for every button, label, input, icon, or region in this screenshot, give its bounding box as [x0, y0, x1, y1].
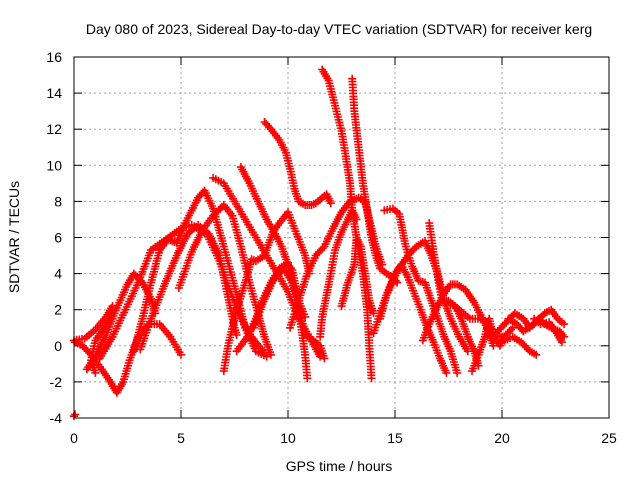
- x-tick-label: 5: [177, 430, 185, 446]
- y-tick-label: 16: [46, 49, 62, 65]
- data-point: [560, 332, 569, 341]
- x-tick-label: 15: [387, 430, 403, 446]
- series-arc-23: [418, 280, 498, 350]
- data-point: [320, 354, 329, 363]
- x-tick-labels: 0 5 10 15 20 25: [70, 430, 617, 446]
- series-arc-6: [136, 220, 241, 354]
- data-point: [326, 199, 335, 208]
- data-point: [560, 320, 569, 329]
- data-point: [71, 410, 80, 419]
- data-point: [369, 309, 378, 318]
- data-points: [70, 65, 569, 421]
- data-point: [532, 350, 541, 359]
- y-tick-label: 14: [46, 85, 62, 101]
- y-tick-label: 0: [54, 338, 62, 354]
- y-tick-label: 10: [46, 157, 62, 173]
- y-tick-label: 2: [54, 302, 62, 318]
- y-tick-label: 6: [54, 230, 62, 246]
- x-axis-label: GPS time / hours: [286, 458, 393, 474]
- y-tick-label: 4: [54, 266, 62, 282]
- series-arc-28: [498, 332, 541, 359]
- x-tick-label: 25: [601, 430, 617, 446]
- grid: [74, 57, 609, 418]
- chart-title: Day 080 of 2023, Sidereal Day-to-day VTE…: [86, 21, 592, 37]
- plot-frame: [73, 56, 610, 419]
- series-arc-18: [337, 233, 378, 318]
- data-point: [453, 368, 462, 377]
- x-tick-label: 20: [494, 430, 510, 446]
- series-arc-16: [318, 65, 376, 383]
- y-tick-label: 12: [46, 121, 62, 137]
- y-tick-labels: -4 -2 0 2 4 6 8 10 12 14 16: [46, 49, 62, 426]
- data-point: [177, 350, 185, 359]
- y-tick-label: -4: [50, 410, 63, 426]
- data-point: [301, 312, 310, 321]
- y-tick-label: 8: [54, 193, 62, 209]
- series-arc-13: [260, 118, 335, 209]
- y-tick-label: -2: [50, 374, 63, 390]
- x-tick-label: 10: [280, 430, 296, 446]
- data-point: [266, 350, 275, 359]
- y-axis-label: SDTVAR / TECUs: [6, 181, 22, 293]
- data-point: [508, 323, 517, 332]
- series-arc-1: [70, 302, 117, 377]
- data-point: [489, 341, 498, 350]
- data-point: [303, 374, 312, 383]
- data-point: [367, 374, 376, 383]
- data-point: [91, 368, 100, 377]
- data-point: [442, 368, 451, 377]
- data-point: [557, 338, 566, 347]
- series-arc-29: [530, 314, 566, 347]
- x-tick-label: 0: [70, 430, 78, 446]
- series-arc-17: [348, 74, 402, 287]
- data-point: [463, 347, 472, 356]
